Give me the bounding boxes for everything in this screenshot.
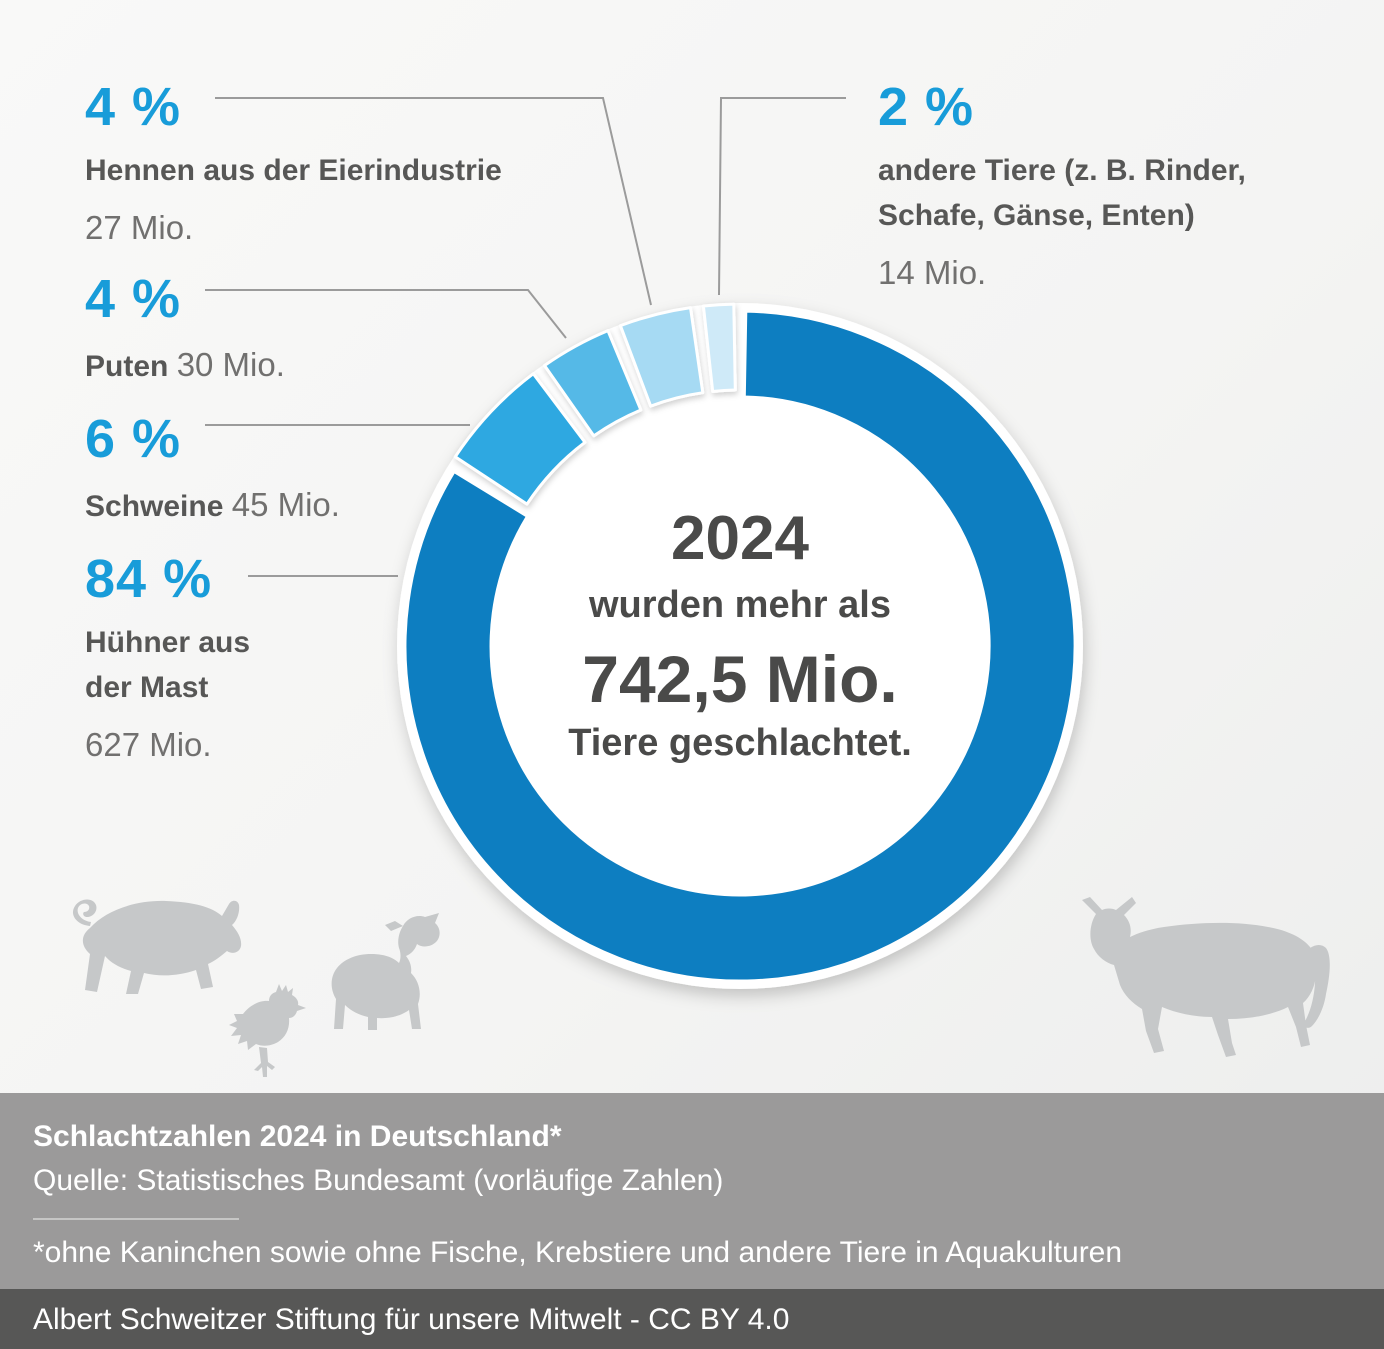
pig-icon: [72, 899, 242, 994]
callout-puten: 4 % Puten 30 Mio.: [85, 272, 285, 390]
callout-hennen-value: 27 Mio.: [85, 209, 194, 246]
donut-segment-4: [618, 306, 705, 408]
callout-hennen-percent: 4 %: [85, 77, 182, 137]
footer-divider: [33, 1218, 239, 1220]
credit-text: Albert Schweitzer Stiftung für unsere Mi…: [33, 1303, 790, 1336]
leader-lines: [205, 97, 846, 577]
callout-schweine-label: Schweine 45 Mio.: [85, 486, 340, 523]
donut-segment-1: [403, 309, 1077, 983]
callout-puten-label: Puten 30 Mio.: [85, 346, 285, 383]
footer-note: *ohne Kaninchen sowie ohne Fische, Krebs…: [33, 1236, 1123, 1269]
animal-silhouettes: [72, 897, 1330, 1077]
callout-schweine: 6 % Schweine 45 Mio.: [85, 412, 340, 530]
leader-line-andere: [718, 97, 846, 296]
callout-andere: 2 % andere Tiere (z. B. Rinder, Schafe, …: [878, 80, 1246, 296]
center-total: 742,5 Mio.: [582, 642, 898, 716]
callout-andere-percent: 2 %: [878, 77, 975, 137]
callout-puten-percent: 4 %: [85, 269, 182, 329]
callout-andere-label: andere Tiere (z. B. Rinder, Schafe, Gäns…: [878, 154, 1246, 232]
callout-hennen: 4 % Hennen aus der Eierindustrie 27 Mio.: [85, 80, 502, 251]
center-subline: wurden mehr als: [589, 584, 891, 626]
donut-segment-2: [453, 372, 587, 506]
donut-segment-5: [701, 302, 737, 393]
footer-band: [0, 1093, 1384, 1289]
donut-segment-3: [542, 329, 643, 438]
cow-icon: [1082, 897, 1330, 1057]
sheep-icon: [331, 913, 440, 1030]
callout-puten-value: 30 Mio.: [176, 346, 285, 383]
footer-source: Quelle: Statistisches Bundesamt (vorläuf…: [33, 1164, 724, 1197]
callout-huehner-value: 627 Mio.: [85, 726, 212, 763]
donut-segments: [403, 302, 1077, 983]
footer-title: Schlachtzahlen 2024 in Deutschland*: [33, 1120, 562, 1153]
callout-andere-value: 14 Mio.: [878, 254, 987, 291]
chicken-icon: [229, 984, 306, 1077]
center-subline2: Tiere geschlachtet.: [568, 722, 912, 764]
callout-schweine-percent: 6 %: [85, 409, 182, 469]
leader-line-hennen: [215, 97, 652, 306]
donut-base-disk: [397, 303, 1083, 989]
callout-huehner: 84 % Hühner aus der Mast 627 Mio.: [85, 552, 250, 768]
callout-huehner-label: Hühner aus der Mast: [85, 626, 251, 704]
callout-schweine-value: 45 Mio.: [231, 486, 340, 523]
credit-band: [0, 1289, 1384, 1349]
center-year: 2024: [671, 504, 809, 573]
leader-line-puten: [205, 289, 567, 339]
callout-huehner-percent: 84 %: [85, 549, 213, 609]
callout-hennen-label: Hennen aus der Eierindustrie: [85, 154, 502, 187]
donut-center-text: 2024 wurden mehr als 742,5 Mio. Tiere ge…: [490, 504, 990, 764]
